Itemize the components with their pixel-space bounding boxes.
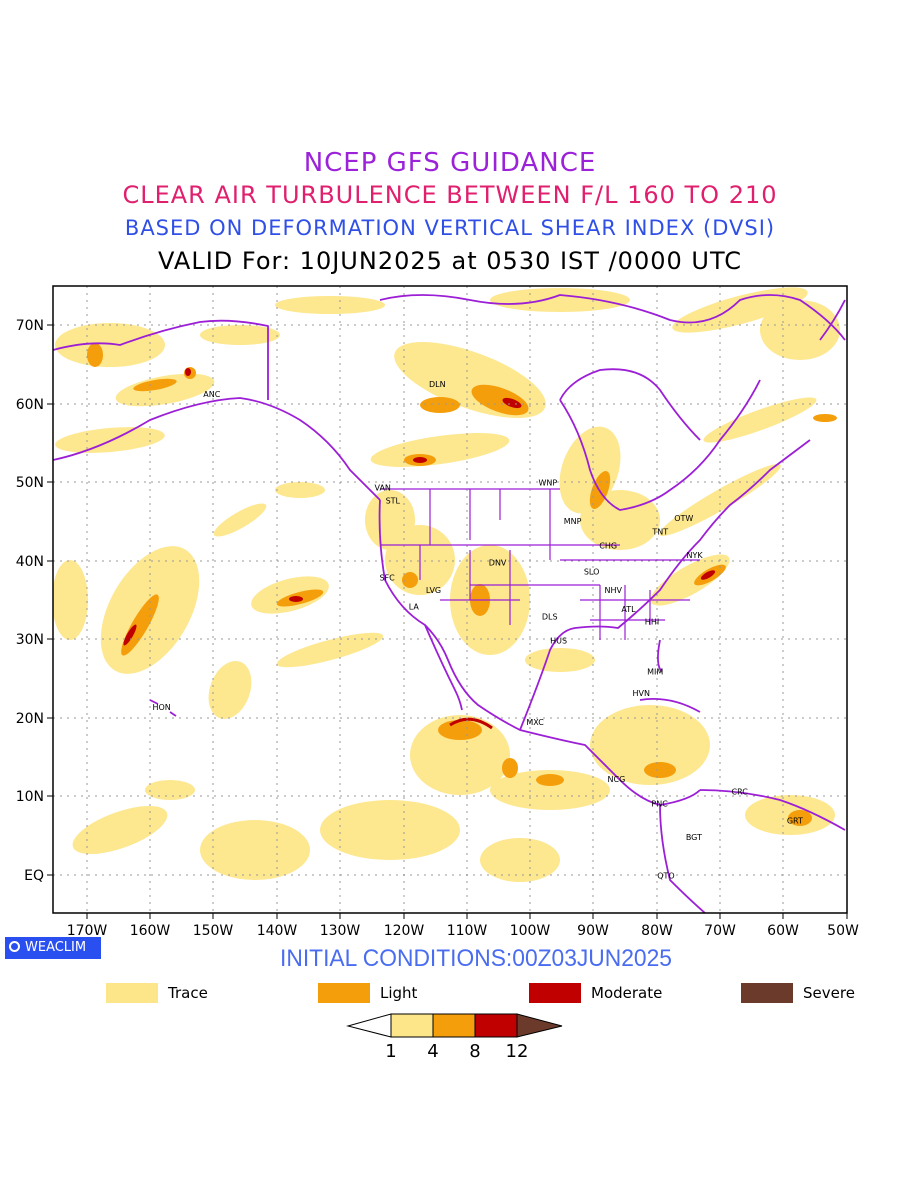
city-label-mim: MIM <box>647 668 663 677</box>
title-model: NCEP GFS GUIDANCE <box>303 148 597 178</box>
city-label-mxc: MXC <box>526 718 544 727</box>
city-label-dls: DLS <box>542 613 558 622</box>
lon-label: 160W <box>130 923 171 939</box>
legend-swatch <box>741 983 793 1003</box>
initial-conditions: INITIAL CONDITIONS:00Z03JUN2025 <box>280 945 672 972</box>
lat-label: 20N <box>16 711 44 727</box>
lon-label: 50W <box>827 923 859 939</box>
city-label-tnt: TNT <box>651 527 668 536</box>
legend-label: Trace <box>168 984 208 1002</box>
title-method: BASED ON DEFORMATION VERTICAL SHEAR INDE… <box>124 216 776 240</box>
political-borders <box>380 488 700 640</box>
city-label-van: VAN <box>374 483 390 492</box>
city-label-grt: GRT <box>787 817 803 826</box>
city-label-nhv: NHV <box>604 586 622 595</box>
lon-label: 100W <box>510 923 551 939</box>
city-label-anc: ANC <box>203 390 220 399</box>
weaclim-logo: WEACLIM <box>5 937 101 959</box>
city-label-qto: QTO <box>657 871 674 880</box>
lon-label: 70W <box>704 923 736 939</box>
city-label-hhi: HHI <box>645 617 659 626</box>
city-label-sfc: SFC <box>379 574 395 583</box>
city-label-slo: SLO <box>584 567 600 576</box>
lon-label: 90W <box>577 923 609 939</box>
lon-label: 110W <box>447 923 488 939</box>
lat-label: EQ <box>24 868 44 884</box>
legend-label: Moderate <box>591 984 663 1002</box>
lon-label: 130W <box>320 923 361 939</box>
lon-label: 140W <box>257 923 298 939</box>
lat-label: 40N <box>16 554 44 570</box>
city-label-hvn: HVN <box>632 689 649 698</box>
city-label-dnv: DNV <box>489 559 507 568</box>
legend-swatch <box>529 983 581 1003</box>
city-label-otw: OTW <box>674 514 693 523</box>
legend-label: Light <box>380 984 418 1002</box>
city-label-ncg: NCG <box>608 775 626 784</box>
city-label-dln: DLN <box>429 380 446 389</box>
lon-label: 170W <box>67 923 108 939</box>
city-label-stl: STL <box>386 497 401 506</box>
city-label-atl: ATL <box>621 605 636 614</box>
brand-text: WEACLIM <box>25 940 87 955</box>
latitude-labels: 70N 60N 50N 40N 30N 20N 10N EQ <box>16 318 44 884</box>
lat-label: 60N <box>16 397 44 413</box>
city-label-crc: CRC <box>732 788 749 797</box>
city-label-nyk: NYK <box>687 551 704 560</box>
coastlines <box>53 294 846 913</box>
legend-swatch <box>318 983 370 1003</box>
axis-ticks <box>47 324 848 919</box>
lat-label: 10N <box>16 789 44 805</box>
lon-label: 120W <box>384 923 425 939</box>
turbulence-moderate-areas <box>123 368 716 730</box>
city-label-chg: CHG <box>599 541 617 550</box>
lon-label: 60W <box>767 923 799 939</box>
lat-label: 50N <box>16 475 44 491</box>
city-label-mnp: MNP <box>564 517 582 526</box>
legend-swatch <box>106 983 158 1003</box>
longitude-labels: 170W 160W 150W 140W 130W 120W 110W 100W … <box>67 923 859 939</box>
city-label-bgt: BGT <box>686 833 702 842</box>
city-label-lvg: LVG <box>426 586 441 595</box>
lat-label: 30N <box>16 632 44 648</box>
city-markers: ANC DLN VAN STL WNP MNP OTW TNT CHG NYK DNV SFC SLO L… <box>152 380 803 880</box>
city-label-hon: HON <box>152 703 170 712</box>
title-product: CLEAR AIR TURBULENCE BETWEEN F/L 160 TO … <box>122 181 778 209</box>
lat-label: 70N <box>16 318 44 334</box>
city-label-wnp: WNP <box>538 479 557 488</box>
map-frame <box>52 285 848 914</box>
city-label-pnc: PNC <box>651 799 668 808</box>
turbulence-light-areas <box>87 343 837 826</box>
logo-ring-icon <box>9 941 20 952</box>
city-label-la: LA <box>409 603 420 612</box>
lon-label: 150W <box>193 923 234 939</box>
turbulence-trace-areas <box>53 287 840 882</box>
title-valid-time: VALID For: 10JUN2025 at 0530 IST /0000 U… <box>158 247 742 275</box>
legend-label: Severe <box>803 984 855 1002</box>
lon-label: 80W <box>641 923 673 939</box>
city-label-hus: HUS <box>550 636 567 645</box>
